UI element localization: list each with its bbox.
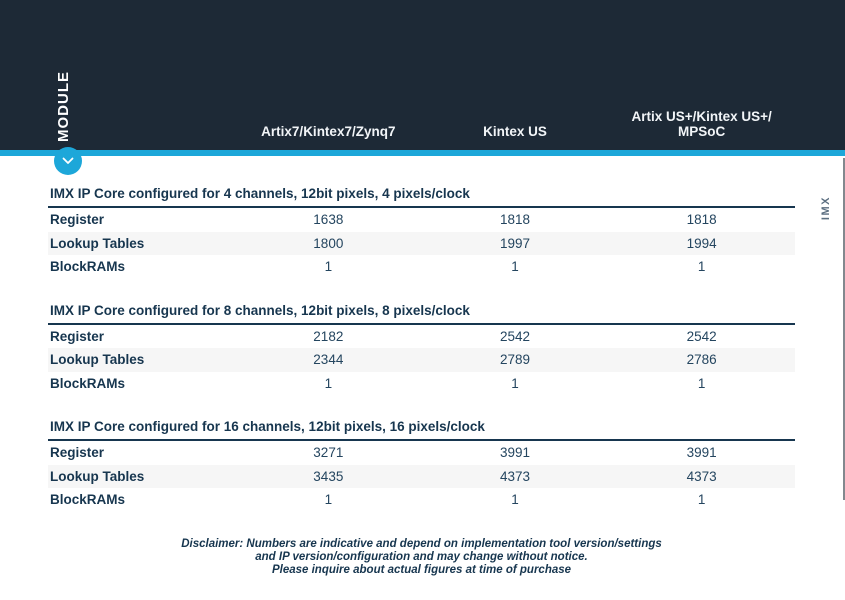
section-title: IMX IP Core configured for 4 channels, 1…	[48, 184, 795, 208]
disclaimer-line-1: Disclaimer: Numbers are indicative and d…	[181, 537, 662, 550]
cell-value: 4373	[686, 468, 717, 484]
table-section-16ch: IMX IP Core configured for 16 channels, …	[48, 417, 795, 512]
table-row: Lookup Tables 2344 2789 2786	[48, 348, 795, 372]
table-row: Register 1638 1818 1818	[48, 208, 795, 232]
cell-value: 2344	[313, 352, 344, 368]
cell-value: 4373	[499, 468, 531, 484]
disclaimer-line-3: Please inquire about actual figures at t…	[271, 563, 572, 576]
cell-value: 3435	[313, 468, 344, 484]
table-row: Register 3271 3991 3991	[48, 441, 795, 465]
cell-value: 1	[324, 259, 333, 275]
cell-value: 1997	[499, 235, 531, 251]
table-row: Lookup Tables 1800 1997 1994	[48, 231, 795, 255]
accent-divider-bar	[0, 150, 845, 156]
row-label: Lookup Tables	[50, 352, 145, 368]
row-label: BlockRAMs	[50, 259, 126, 275]
cell-value: 1	[511, 259, 519, 275]
disclaimer-line-2: and IP version/configuration and may cha…	[255, 550, 588, 563]
cell-value: 1800	[313, 235, 344, 251]
row-label: Register	[50, 328, 105, 344]
cell-value: 1994	[686, 235, 717, 251]
cell-value: 1638	[313, 212, 344, 228]
cell-value: 1	[697, 492, 706, 508]
cell-value: 2786	[686, 352, 717, 368]
table-row: BlockRAMs 1 1 1	[48, 488, 795, 512]
cell-value: 2542	[686, 328, 717, 344]
cell-value: 1	[324, 375, 333, 391]
cell-value: 1	[697, 259, 706, 275]
row-label: BlockRAMs	[50, 492, 126, 508]
cell-value: 1818	[686, 212, 717, 228]
right-edge-border	[843, 158, 845, 500]
column-header-kintex-us: Kintex US	[483, 124, 547, 139]
chevron-down-icon	[62, 157, 74, 165]
cell-value: 1	[511, 375, 519, 391]
section-title: IMX IP Core configured for 16 channels, …	[48, 417, 795, 441]
cell-value: 3991	[499, 445, 531, 461]
cell-value: 1	[697, 375, 706, 391]
column-header-spacer	[48, 139, 235, 150]
disclaimer-text: Disclaimer: Numbers are indicative and d…	[48, 538, 795, 577]
cell-value: 2182	[313, 328, 344, 344]
row-label: BlockRAMs	[50, 375, 126, 391]
imx-vertical-label: IMX	[820, 196, 832, 221]
cell-value: 3271	[313, 445, 344, 461]
table-row: BlockRAMs 1 1 1	[48, 255, 795, 279]
row-label: Lookup Tables	[50, 468, 145, 484]
table-header-band: MODULE Artix7/Kintex7/Zynq7 Kintex US Ar…	[0, 0, 845, 150]
cell-value: 1818	[499, 212, 531, 228]
table-row: Lookup Tables 3435 4373 4373	[48, 464, 795, 488]
cell-value: 1	[324, 492, 333, 508]
column-headers: Artix7/Kintex7/Zynq7 Kintex US Artix US+…	[48, 0, 795, 150]
row-label: Register	[50, 445, 105, 461]
column-header-artix-usplus: Artix US+/Kintex US+/ MPSoC	[608, 109, 795, 150]
table-row: Register 2182 2542 2542	[48, 325, 795, 349]
row-label: Register	[50, 212, 105, 228]
collapse-section-button[interactable]	[54, 147, 82, 175]
column-header-artix7: Artix7/Kintex7/Zynq7	[261, 124, 396, 139]
table-section-4ch: IMX IP Core configured for 4 channels, 1…	[48, 184, 795, 279]
cell-value: 1	[511, 492, 519, 508]
section-title: IMX IP Core configured for 8 channels, 1…	[48, 301, 795, 325]
row-label: Lookup Tables	[50, 235, 145, 251]
resource-tables: IMX IP Core configured for 4 channels, 1…	[48, 156, 795, 577]
table-row: BlockRAMs 1 1 1	[48, 372, 795, 396]
cell-value: 2789	[499, 352, 531, 368]
cell-value: 2542	[499, 328, 531, 344]
table-section-8ch: IMX IP Core configured for 8 channels, 1…	[48, 301, 795, 396]
column-header-artix-usplus-text: Artix US+/Kintex US+/ MPSoC	[631, 109, 772, 139]
cell-value: 3991	[686, 445, 717, 461]
